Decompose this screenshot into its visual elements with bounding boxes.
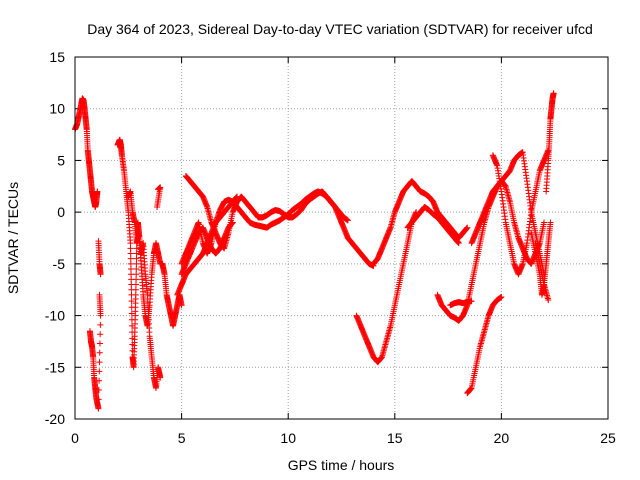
axis-ticks: 0 5 10 15 20 25 -20 -15 -10 -5 0 5 10 15 [45, 49, 616, 446]
series-s8 [182, 172, 351, 252]
data-point [96, 359, 103, 366]
data-point [541, 219, 548, 226]
y-axis-label: SDTVAR / TECUs [5, 182, 21, 294]
y-tick-label: -5 [53, 256, 66, 272]
series-s12 [370, 178, 471, 267]
series-s3 [95, 238, 104, 278]
series-s7 [178, 188, 377, 269]
data-point [127, 260, 134, 267]
data-point [344, 217, 351, 224]
data-point [128, 310, 135, 317]
data-point [468, 298, 475, 305]
data-point [127, 245, 134, 252]
data-point [95, 387, 102, 394]
series-s4 [114, 136, 185, 371]
data-point [95, 405, 102, 412]
y-tick-label: -20 [45, 411, 65, 427]
series-s13 [404, 203, 462, 247]
data-point [545, 297, 552, 304]
data-point [127, 266, 134, 273]
data-point [133, 276, 140, 283]
chart-title: Day 364 of 2023, Sidereal Day-to-day VTE… [87, 21, 593, 37]
data-point [94, 188, 101, 195]
data-point [127, 255, 134, 262]
x-tick-label: 25 [600, 430, 616, 446]
data-point [132, 286, 139, 293]
data-point [97, 321, 104, 328]
data-point [550, 90, 557, 97]
data-point [498, 293, 505, 300]
data-point [455, 240, 462, 247]
x-axis-label: GPS time / hours [288, 457, 395, 473]
series-s15 [447, 298, 475, 309]
data-point [97, 331, 104, 338]
data-point [547, 219, 554, 226]
series-s1 [72, 95, 101, 210]
x-tick-label: 10 [280, 430, 296, 446]
data-point [95, 396, 102, 403]
plot-frame [74, 56, 609, 420]
data-point [96, 368, 103, 375]
y-tick-label: -10 [45, 308, 65, 324]
y-tick-label: 10 [49, 101, 65, 117]
y-tick-label: 15 [49, 49, 65, 65]
data-point [132, 281, 139, 288]
data-point [464, 224, 471, 231]
data-point [157, 374, 164, 381]
data-point [128, 298, 135, 305]
data-point [96, 349, 103, 356]
series-s16 [464, 293, 505, 397]
y-tick-label: 0 [57, 204, 65, 220]
grid [75, 57, 608, 419]
x-tick-label: 15 [387, 430, 403, 446]
series-s5 [125, 188, 164, 391]
x-tick-label: 5 [178, 430, 186, 446]
data-point [97, 271, 104, 278]
y-tick-label: 5 [57, 152, 65, 168]
data-point [229, 219, 236, 226]
data-points [72, 90, 557, 412]
data-point [234, 193, 241, 200]
data-point [127, 250, 134, 257]
data-point [178, 302, 185, 309]
data-point [133, 266, 140, 273]
data-point [132, 291, 139, 298]
series-s20 [543, 90, 557, 195]
data-point [133, 271, 140, 278]
data-point [96, 340, 103, 347]
data-point [128, 271, 135, 278]
data-point [96, 291, 103, 298]
x-tick-label: 20 [494, 430, 510, 446]
y-tick-label: -15 [45, 359, 65, 375]
data-point [133, 255, 140, 262]
data-point [127, 240, 134, 247]
data-point [96, 377, 103, 384]
x-tick-label: 0 [71, 430, 79, 446]
series-s2 [86, 291, 104, 412]
data-point [154, 203, 161, 210]
series-s10 [174, 193, 241, 298]
series-s21 [532, 240, 552, 304]
series-s6 [154, 184, 164, 210]
